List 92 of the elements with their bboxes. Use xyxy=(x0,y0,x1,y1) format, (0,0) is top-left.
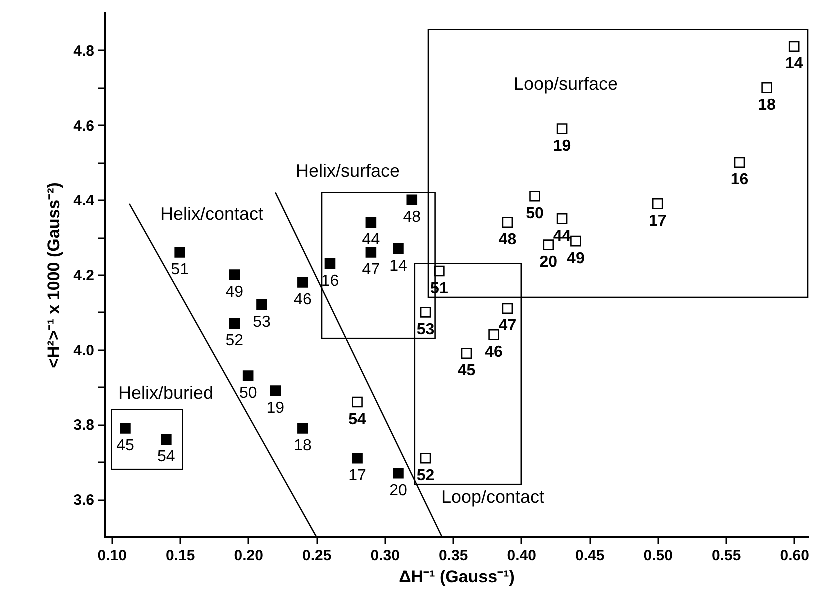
annotation: 44 xyxy=(362,232,380,249)
y-axis-title: <H²>⁻¹ x 1000 (Gauss⁻²) xyxy=(44,182,64,368)
annotation: Helix/contact xyxy=(160,204,264,224)
x-tick-label: 0.40 xyxy=(507,548,536,564)
annotation: Loop/contact xyxy=(441,487,545,507)
x-tick-label: 0.35 xyxy=(438,548,468,564)
point xyxy=(762,82,772,94)
annotation: 16 xyxy=(730,172,749,189)
annotation: 44 xyxy=(553,228,572,245)
x-tick-label: 0.30 xyxy=(370,548,400,564)
y-tick-label: 3.8 xyxy=(74,417,94,434)
annotation: 20 xyxy=(390,482,408,500)
point xyxy=(420,307,432,318)
annotation: 19 xyxy=(553,138,572,156)
point xyxy=(298,423,308,434)
annotation: 52 xyxy=(226,332,244,350)
annotation: 48 xyxy=(498,232,517,249)
annotation: 47 xyxy=(498,318,517,335)
annotation: 45 xyxy=(458,362,476,380)
annotation: 53 xyxy=(416,321,435,338)
annotation: 54 xyxy=(348,411,367,428)
annotation: 53 xyxy=(253,314,271,331)
point xyxy=(734,157,746,168)
point xyxy=(174,247,186,258)
annotation: Helix/surface xyxy=(296,161,400,181)
point xyxy=(366,247,377,258)
x-tick-label: 0.20 xyxy=(234,548,264,564)
point xyxy=(570,236,582,247)
point xyxy=(120,423,131,434)
annotation: 19 xyxy=(266,400,285,418)
x-tick-label: 0.50 xyxy=(644,548,673,564)
annotation: 16 xyxy=(321,272,340,290)
point xyxy=(502,303,514,314)
annotation: Helix/buried xyxy=(118,383,214,403)
point xyxy=(242,370,254,382)
x-tick-label: 0.45 xyxy=(575,548,605,564)
point xyxy=(366,217,377,228)
annotation: 46 xyxy=(485,344,504,361)
point xyxy=(488,329,500,340)
y-tick-label: 4.6 xyxy=(74,118,94,135)
point xyxy=(161,434,172,446)
point xyxy=(420,453,432,464)
point xyxy=(229,318,240,330)
point xyxy=(324,258,336,270)
x-tick-label: 0.10 xyxy=(98,548,127,564)
point xyxy=(788,41,800,52)
x-tick-label: 0.15 xyxy=(166,548,196,564)
annotation: 45 xyxy=(116,437,134,454)
point xyxy=(352,396,363,408)
annotation: 49 xyxy=(567,250,585,268)
point xyxy=(556,124,568,134)
y-tick-label: 4.8 xyxy=(74,42,94,60)
annotation: 52 xyxy=(416,467,435,484)
annotation: Loop/surface xyxy=(514,74,618,94)
annotation: 50 xyxy=(526,205,544,222)
annotation: 17 xyxy=(348,467,367,484)
annotation: 50 xyxy=(239,385,258,402)
annotation: 48 xyxy=(403,209,422,226)
y-tick-label: 4.4 xyxy=(74,192,96,210)
annotation: 49 xyxy=(226,284,244,301)
point xyxy=(434,266,445,277)
annotation: 18 xyxy=(294,437,312,454)
annotation: 51 xyxy=(171,262,190,279)
point xyxy=(352,453,363,464)
point xyxy=(461,348,472,359)
y-tick-label: 4.2 xyxy=(74,268,94,284)
point xyxy=(393,243,404,254)
y-tick-label: 3.6 xyxy=(74,492,94,510)
annotation: 14 xyxy=(785,56,804,73)
annotation: 17 xyxy=(648,212,667,230)
point xyxy=(543,240,554,250)
annotation: 14 xyxy=(390,258,408,275)
point xyxy=(556,213,568,224)
point xyxy=(298,277,308,288)
point xyxy=(256,300,268,310)
annotation: 47 xyxy=(362,262,380,279)
annotation: 18 xyxy=(758,96,776,114)
point xyxy=(406,194,418,206)
point xyxy=(652,198,664,210)
x-axis-title: ΔH⁻¹ (Gauss⁻¹) xyxy=(399,568,515,586)
x-tick-label: 0.60 xyxy=(780,548,810,564)
point xyxy=(393,468,404,479)
annotation: 46 xyxy=(294,291,312,308)
point xyxy=(270,386,282,396)
annotation: 20 xyxy=(540,254,558,272)
point xyxy=(502,217,514,228)
point xyxy=(229,270,240,280)
y-tick-label: 4.0 xyxy=(74,342,94,360)
x-tick-label: 0.55 xyxy=(712,548,742,564)
annotation: 54 xyxy=(158,448,176,466)
point xyxy=(530,191,540,202)
x-tick-label: 0.25 xyxy=(302,548,332,564)
